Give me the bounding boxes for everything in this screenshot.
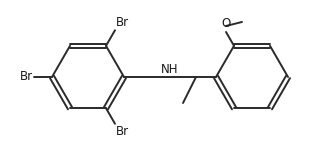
Text: Br: Br bbox=[116, 125, 129, 138]
Text: Br: Br bbox=[116, 16, 129, 29]
Text: Br: Br bbox=[20, 71, 33, 84]
Text: O: O bbox=[221, 17, 231, 30]
Text: NH: NH bbox=[161, 63, 179, 76]
